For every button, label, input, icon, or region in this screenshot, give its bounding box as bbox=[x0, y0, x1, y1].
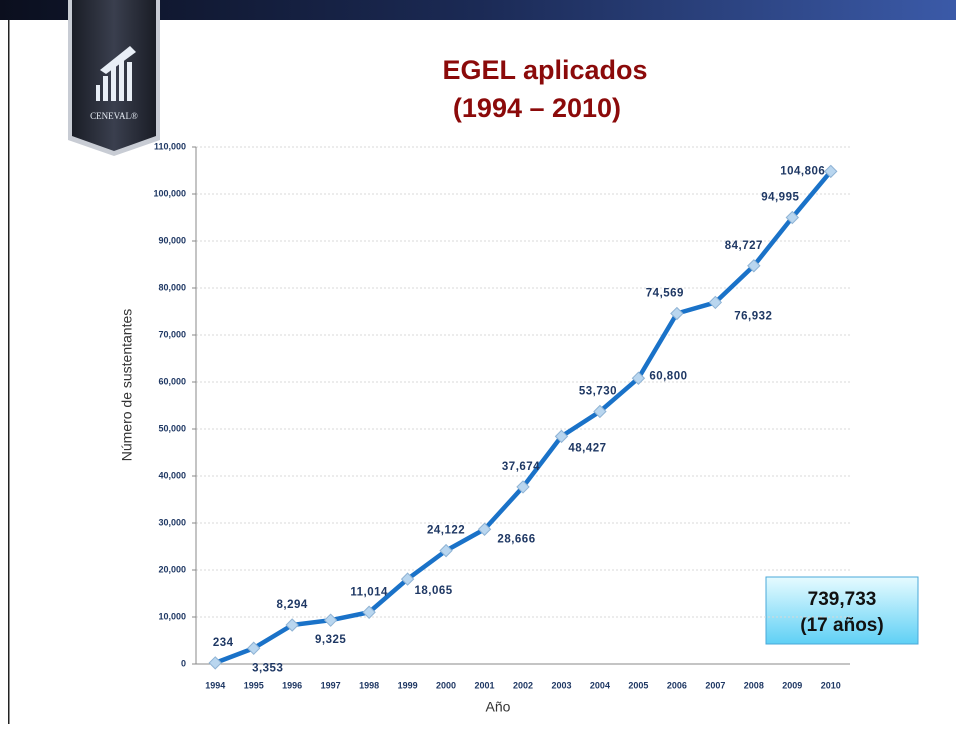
data-point bbox=[824, 164, 838, 179]
x-tick-label: 2010 bbox=[821, 680, 841, 690]
x-tick-label: 2005 bbox=[628, 680, 648, 690]
x-tick-label: 2009 bbox=[782, 680, 802, 690]
data-label: 53,730 bbox=[579, 386, 617, 398]
total-box bbox=[765, 576, 919, 645]
data-point bbox=[516, 480, 530, 494]
data-point bbox=[631, 371, 646, 385]
data-point bbox=[554, 429, 569, 444]
data-point bbox=[246, 641, 261, 655]
y-tick-label: 60,000 bbox=[158, 376, 186, 386]
x-tick-label: 1998 bbox=[359, 680, 379, 690]
data-point bbox=[670, 306, 684, 321]
data-label: 8,294 bbox=[277, 599, 308, 611]
x-tick-label: 2000 bbox=[436, 680, 456, 690]
data-label: 18,065 bbox=[414, 585, 452, 597]
data-point bbox=[400, 572, 415, 586]
x-axis-label: Año bbox=[486, 699, 511, 715]
y-tick-label: 80,000 bbox=[158, 282, 186, 292]
y-tick-label: 110,000 bbox=[154, 141, 186, 151]
data-point bbox=[323, 613, 338, 627]
x-tick-label: 2007 bbox=[705, 680, 725, 690]
data-point bbox=[362, 605, 376, 619]
data-label: 94,995 bbox=[761, 192, 799, 204]
data-label: 37,674 bbox=[502, 461, 540, 473]
data-point bbox=[439, 543, 453, 558]
x-tick-label: 2002 bbox=[513, 680, 533, 690]
top-bar bbox=[0, 0, 956, 20]
chart-subtitle: (1994 – 2010) bbox=[453, 93, 621, 123]
data-label: 84,727 bbox=[725, 240, 763, 252]
left-border bbox=[8, 20, 10, 724]
data-label: 3,353 bbox=[252, 662, 283, 674]
y-tick-label: 50,000 bbox=[158, 423, 186, 433]
data-label: 11,014 bbox=[350, 586, 388, 598]
y-tick-label: 40,000 bbox=[158, 470, 186, 480]
x-tick-label: 2008 bbox=[744, 680, 764, 690]
logo-mark bbox=[96, 46, 136, 101]
data-point bbox=[208, 656, 222, 670]
y-tick-label: 20,000 bbox=[158, 564, 186, 574]
x-tick-label: 2006 bbox=[667, 680, 687, 690]
total-period: (17 años) bbox=[800, 615, 883, 636]
x-tick-label: 2001 bbox=[475, 680, 495, 690]
data-label: 28,666 bbox=[497, 533, 535, 545]
data-label: 48,427 bbox=[568, 442, 606, 454]
data-label: 24,122 bbox=[427, 525, 465, 537]
data-point bbox=[747, 259, 761, 273]
y-tick-label: 100,000 bbox=[153, 188, 186, 198]
data-label: 9,325 bbox=[315, 634, 346, 646]
data-label: 104,806 bbox=[780, 165, 825, 177]
x-tick-label: 2003 bbox=[551, 680, 571, 690]
x-tick-label: 1996 bbox=[282, 680, 302, 690]
data-label: 60,800 bbox=[649, 370, 687, 382]
data-point bbox=[593, 404, 607, 419]
y-tick-label: 70,000 bbox=[158, 329, 186, 339]
y-tick-label: 10,000 bbox=[158, 611, 186, 621]
data-label: 76,932 bbox=[734, 310, 772, 322]
logo-text: CENEVAL® bbox=[90, 111, 138, 121]
data-label: 74,569 bbox=[646, 288, 684, 300]
data-point bbox=[708, 295, 723, 310]
x-tick-label: 1997 bbox=[321, 680, 341, 690]
chart-title: EGEL aplicados bbox=[442, 55, 647, 85]
data-label: 234 bbox=[213, 637, 234, 649]
y-tick-label: 90,000 bbox=[158, 235, 186, 245]
data-point bbox=[477, 522, 492, 536]
x-tick-label: 1994 bbox=[205, 680, 225, 690]
x-tick-label: 1995 bbox=[244, 680, 264, 690]
x-tick-label: 2004 bbox=[590, 680, 610, 690]
y-tick-label: 0 bbox=[181, 658, 186, 668]
x-tick-label: 1999 bbox=[398, 680, 418, 690]
y-tick-label: 30,000 bbox=[158, 517, 186, 527]
data-point bbox=[785, 210, 800, 225]
data-point bbox=[285, 618, 299, 632]
total-value: 739,733 bbox=[808, 589, 877, 610]
y-axis-label: Número de sustentantes bbox=[119, 309, 135, 462]
